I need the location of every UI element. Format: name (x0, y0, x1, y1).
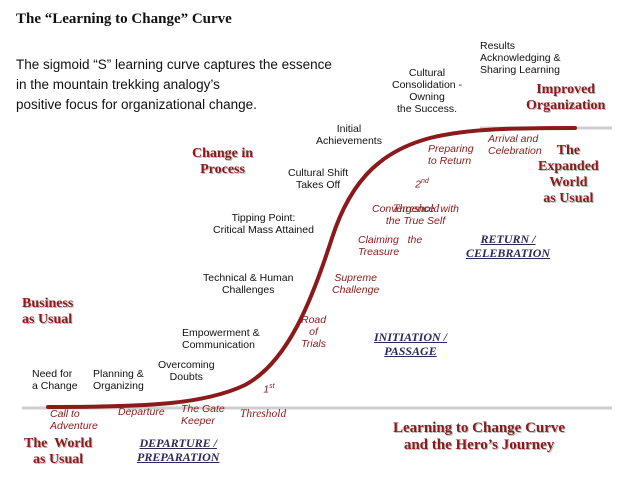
step-overcoming-doubts: Overcoming Doubts (158, 359, 215, 384)
phase-change-in-process: Change in Process (192, 146, 254, 178)
page-title: The “Learning to Change” Curve (16, 11, 232, 27)
hero-departure: Departure (118, 406, 165, 418)
hero-gate-keeper: The Gate Keeper (181, 403, 225, 428)
second-threshold-word: Threshold (393, 202, 440, 215)
hero-second-threshold: 2nd Threshold (393, 166, 439, 228)
second-threshold-suffix: nd (420, 178, 429, 186)
hero-arrival-celebration: Arrival and Celebration (488, 133, 542, 158)
phase-return-celebration: RETURN / CELEBRATION (466, 232, 551, 260)
footer-caption: Learning to Change Curve and the Hero’s … (393, 420, 566, 454)
phase-business-as-usual: Business as Usual (22, 296, 74, 328)
step-cultural-shift: Cultural Shift Takes Off (288, 167, 349, 192)
hero-first-threshold: 1st Threshold (240, 371, 286, 433)
step-planning: Planning & Organizing (93, 368, 144, 393)
first-threshold-number: 1 (263, 383, 270, 396)
hero-supreme-challenge: Supreme Challenge (332, 272, 380, 297)
first-threshold-word: Threshold (240, 407, 287, 420)
step-need-for-change: Need for a Change (32, 368, 78, 393)
first-threshold-suffix: st (269, 383, 275, 391)
hero-call-to-adventure: Call to Adventure (50, 408, 98, 433)
step-cultural-consolidation: Cultural Consolidation - Owning the Succ… (392, 67, 463, 116)
description-text: The sigmoid “S” learning curve captures … (16, 57, 332, 112)
phase-departure-preparation: DEPARTURE / PREPARATION (137, 436, 220, 464)
hero-convergence: Convergence with the True Self (372, 203, 459, 228)
phase-expanded-world: The Expanded World as Usual (538, 143, 599, 207)
step-empowerment: Empowerment & Communication (182, 327, 260, 352)
phase-improved-organization: Improved Organization (526, 82, 606, 114)
step-technical-human: Technical & Human Challenges (203, 272, 294, 297)
phase-world-as-usual: The World as Usual (24, 436, 93, 468)
phase-initiation-passage: INITIATION / PASSAGE (374, 330, 448, 358)
hero-preparing-to-return: Preparing to Return (428, 143, 474, 168)
second-threshold-number: 2 (415, 178, 421, 191)
step-results: Results Acknowledging & Sharing Learning (480, 40, 561, 77)
step-tipping-point: Tipping Point: Critical Mass Attained (213, 212, 314, 237)
hero-claiming-treasure: Claiming the Treasure (358, 234, 423, 259)
learning-curve (46, 126, 577, 409)
step-initial-achievements: Initial Achievements (316, 123, 382, 148)
hero-road-of-trials: Road of Trials (301, 314, 327, 351)
